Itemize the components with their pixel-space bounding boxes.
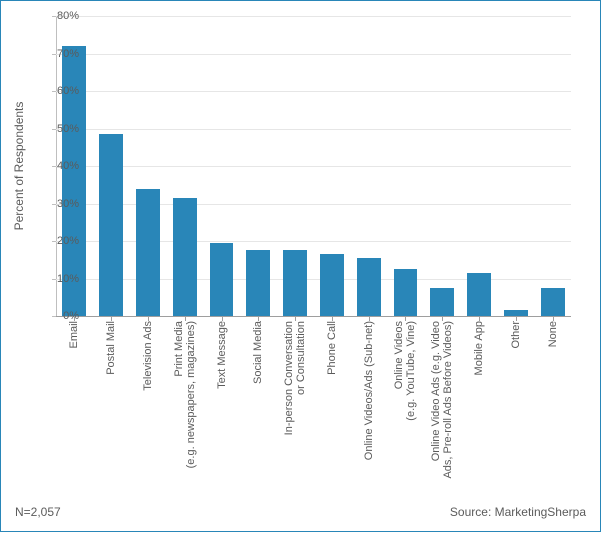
x-tick-label: None (547, 321, 559, 347)
chart-frame: Percent of Respondents N=2,057 Source: M… (0, 0, 601, 532)
bar (210, 243, 234, 316)
bar (541, 288, 565, 316)
bar (173, 198, 197, 316)
y-tick-label: 10% (39, 273, 79, 285)
y-tick-label: 40% (39, 160, 79, 172)
y-tick-label: 80% (39, 10, 79, 22)
y-tick-label: 20% (39, 235, 79, 247)
x-tick-label: Email (68, 321, 80, 349)
x-tick-label: Phone Call (326, 321, 338, 375)
x-tick-label: Print Media(e.g. newspapers, magazines) (173, 321, 197, 468)
gridline (56, 241, 571, 242)
x-tick-label: Television Ads (142, 321, 154, 391)
x-tick-label: Other (510, 321, 522, 349)
y-axis-title: Percent of Respondents (12, 102, 26, 231)
sample-size-caption: N=2,057 (15, 505, 61, 519)
bar (504, 310, 528, 316)
plot-rect (56, 16, 571, 316)
y-tick-label: 30% (39, 198, 79, 210)
x-tick-label: Online Videos(e.g. YouTube, Vine) (393, 321, 417, 421)
plot-area (56, 16, 571, 316)
bar (320, 254, 344, 316)
bar (394, 269, 418, 316)
x-tick-label: Social Media (252, 321, 264, 384)
source-caption: Source: MarketingSherpa (450, 505, 586, 519)
y-tick-label: 60% (39, 85, 79, 97)
gridline (56, 279, 571, 280)
x-tick-label: Text Message (216, 321, 228, 389)
bar (283, 250, 307, 316)
x-tick-label: Mobile App (473, 321, 485, 375)
gridline (56, 166, 571, 167)
bar (246, 250, 270, 316)
gridline (56, 91, 571, 92)
gridline (56, 129, 571, 130)
gridline (56, 16, 571, 17)
bar (430, 288, 454, 316)
x-axis-line (56, 316, 571, 317)
gridline (56, 204, 571, 205)
y-tick-label: 50% (39, 123, 79, 135)
bar (99, 134, 123, 316)
gridline (56, 54, 571, 55)
x-tick-label: Online Videos/Ads (Sub-net) (363, 321, 375, 460)
x-tick-label: Online Video Ads (e.g. VideoAds, Pre-rol… (430, 321, 454, 479)
y-tick-label: 70% (39, 48, 79, 60)
x-tick-label: Postal Mail (105, 321, 117, 375)
bar (467, 273, 491, 316)
x-tick-label: In-person Conversationor Consultation (283, 321, 307, 435)
bar (357, 258, 381, 316)
bar (136, 189, 160, 317)
